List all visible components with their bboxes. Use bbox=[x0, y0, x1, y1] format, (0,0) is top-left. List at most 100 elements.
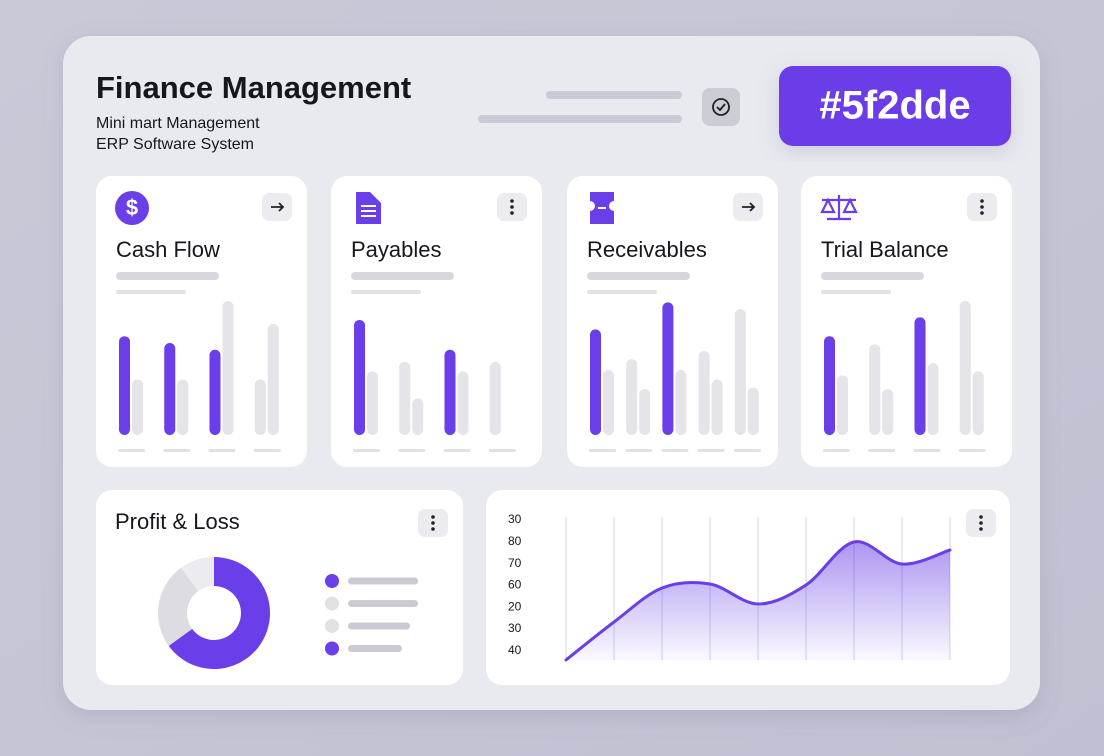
card bbox=[96, 176, 307, 467]
bar bbox=[914, 317, 926, 435]
bar bbox=[399, 361, 411, 435]
cards: Cash Flow Payables Receivables Trial Balanc… bbox=[96, 176, 1012, 467]
arrow-icon bbox=[742, 202, 756, 212]
bar bbox=[489, 361, 501, 435]
placeholder bbox=[546, 91, 682, 99]
card bbox=[331, 176, 542, 467]
card bbox=[801, 176, 1012, 467]
bar bbox=[824, 336, 835, 435]
legend-dot bbox=[325, 619, 339, 633]
baseline bbox=[353, 449, 380, 452]
bar bbox=[662, 302, 674, 435]
placeholder bbox=[587, 272, 690, 280]
bar bbox=[590, 329, 601, 435]
baseline bbox=[118, 449, 145, 452]
baseline bbox=[697, 449, 725, 452]
bar bbox=[164, 342, 176, 435]
area bbox=[566, 541, 950, 660]
bar bbox=[675, 370, 687, 435]
baseline bbox=[589, 449, 616, 452]
baseline bbox=[868, 449, 896, 452]
donut-segment bbox=[168, 557, 270, 669]
card-button[interactable] bbox=[967, 193, 997, 221]
baseline bbox=[823, 449, 850, 452]
bar bbox=[412, 398, 424, 435]
donut bbox=[158, 557, 270, 669]
bar bbox=[698, 351, 710, 435]
baseline bbox=[443, 449, 471, 452]
trend-chart: 30 80 70 60 20 30 40 bbox=[508, 512, 952, 662]
bar bbox=[711, 379, 723, 435]
bar bbox=[209, 349, 221, 435]
axis-label: 60 bbox=[508, 578, 522, 592]
bar bbox=[254, 379, 266, 435]
card-title: Trial Balance bbox=[821, 237, 949, 262]
bar bbox=[177, 379, 189, 435]
subtitle: Mini mart Management bbox=[96, 115, 260, 132]
baseline bbox=[958, 449, 986, 452]
card-title: Profit & Loss bbox=[115, 509, 240, 534]
bar bbox=[837, 375, 848, 435]
bar bbox=[927, 363, 939, 435]
check-button[interactable] bbox=[702, 88, 740, 126]
bar bbox=[222, 301, 234, 435]
placeholder bbox=[351, 290, 421, 294]
bar bbox=[267, 324, 279, 435]
bar bbox=[354, 319, 365, 435]
bar bbox=[747, 387, 759, 435]
baseline bbox=[398, 449, 426, 452]
color-badge[interactable] bbox=[779, 66, 1011, 146]
arrow-icon bbox=[271, 202, 285, 212]
card-button[interactable] bbox=[733, 193, 763, 221]
bar bbox=[639, 388, 651, 435]
baseline bbox=[488, 449, 516, 452]
placeholder bbox=[821, 272, 924, 280]
placeholder bbox=[348, 577, 418, 585]
bar bbox=[132, 379, 143, 435]
icon-dollar: $ bbox=[115, 191, 149, 225]
legend-dot bbox=[325, 596, 339, 611]
dot-icon bbox=[510, 211, 514, 215]
placeholder bbox=[348, 600, 418, 607]
bar bbox=[367, 371, 378, 435]
placeholder bbox=[348, 645, 402, 652]
icon-ticket bbox=[590, 192, 614, 224]
axis-label: 20 bbox=[508, 599, 522, 613]
bar bbox=[603, 370, 614, 435]
baseline bbox=[733, 449, 761, 452]
subtitle: ERP Software System bbox=[96, 136, 254, 153]
card-title: Cash Flow bbox=[116, 237, 220, 262]
axis-label: 70 bbox=[508, 556, 522, 570]
dot-icon bbox=[510, 199, 514, 203]
card-title: Receivables bbox=[587, 237, 707, 262]
bar bbox=[959, 301, 971, 435]
badge-text: #5f2dde bbox=[819, 84, 970, 128]
line bbox=[564, 540, 952, 662]
baseline bbox=[661, 449, 689, 452]
baseline bbox=[163, 449, 191, 452]
legend bbox=[325, 574, 418, 656]
icon-scales bbox=[820, 195, 858, 221]
bar bbox=[457, 371, 469, 435]
baseline bbox=[625, 449, 653, 452]
baseline bbox=[253, 449, 281, 452]
dot-icon bbox=[980, 205, 984, 209]
dot-icon bbox=[980, 211, 984, 215]
donut-segment bbox=[181, 557, 214, 592]
legend-dot bbox=[325, 641, 339, 656]
placeholder bbox=[587, 290, 657, 294]
card-button[interactable] bbox=[262, 193, 292, 221]
placeholder bbox=[821, 290, 891, 294]
card-button[interactable] bbox=[497, 193, 527, 221]
baseline bbox=[913, 449, 941, 452]
menu-button[interactable] bbox=[418, 509, 448, 537]
bar bbox=[869, 344, 881, 435]
dot-icon bbox=[980, 199, 984, 203]
donut-segment bbox=[158, 567, 199, 646]
placeholder bbox=[116, 290, 186, 294]
menu-button[interactable] bbox=[966, 509, 996, 537]
page-title: Finance Management bbox=[96, 70, 411, 105]
bar bbox=[119, 336, 130, 435]
baseline bbox=[208, 449, 236, 452]
placeholder bbox=[116, 272, 219, 280]
